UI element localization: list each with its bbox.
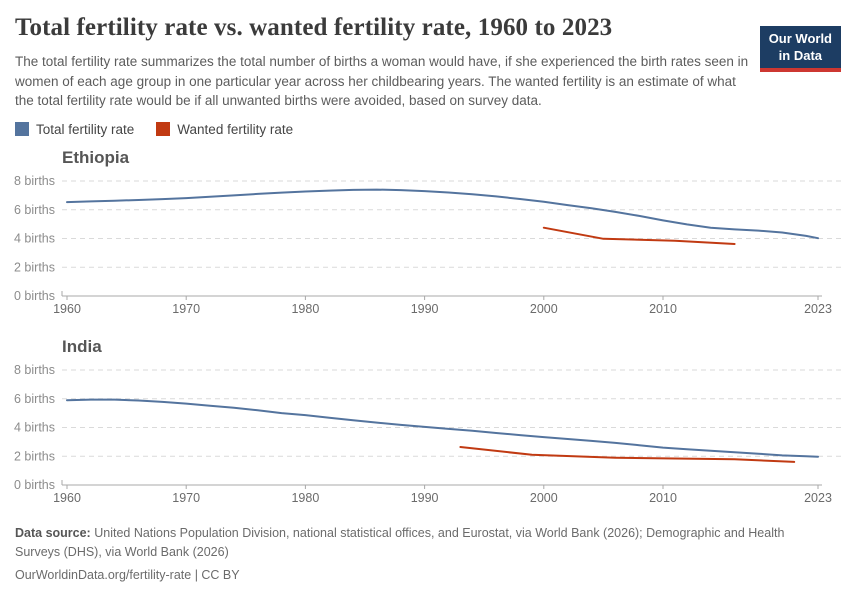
x-axis-label: 1990 [411, 491, 439, 505]
legend-item-total-fertility-rate: Total fertility rate [15, 122, 134, 137]
y-axis-label: 0 births [14, 478, 55, 492]
x-axis-label: 2023 [804, 302, 832, 316]
chart-footer: Data source: United Nations Population D… [15, 524, 835, 585]
x-axis-label: 2010 [649, 302, 677, 316]
x-axis-label: 2000 [530, 491, 558, 505]
legend-swatch-red [156, 122, 171, 137]
series-line-wanted-fertility-rate [459, 445, 796, 463]
legend-swatch-blue [15, 122, 29, 137]
y-axis-label: 6 births [14, 203, 55, 217]
x-axis-label: 1960 [53, 491, 81, 505]
line-chart-india: 1960 1970 1980 1990 2000 2010 2023 0 births 2 bi… [14, 363, 842, 505]
owid-logo-line1: Our World [768, 31, 832, 46]
y-axis-label: 6 births [14, 392, 55, 406]
legend-label: Total fertility rate [36, 121, 135, 137]
chart-subtitle: The total fertility rate summarizes the … [15, 54, 749, 109]
x-axis-label: 1970 [172, 302, 200, 316]
owid-logo-line2: in Data [778, 47, 823, 63]
y-axis-label: 2 births [14, 260, 55, 274]
y-axis-label: 2 births [14, 449, 55, 463]
x-axis-label: 1970 [172, 491, 200, 505]
panel-title-ethiopia: Ethiopia [62, 147, 130, 167]
panel-ethiopia: Ethiopia 1960 1970 1980 1990 2000 2010 2023 0 b… [0, 147, 850, 323]
y-axis-label: 8 births [14, 363, 55, 377]
data-source-text: United Nations Population Division, nati… [15, 525, 785, 559]
y-axis-label: 0 births [14, 289, 55, 303]
line-chart-ethiopia: 1960 1970 1980 1990 2000 2010 2023 0 births 2 bi… [14, 174, 842, 316]
chart-container: Total fertility rate vs. wanted fertilit… [0, 14, 850, 614]
y-axis-label: 4 births [14, 420, 55, 434]
x-axis-label: 1980 [291, 302, 319, 316]
series-line-total-fertility-rate [66, 398, 819, 458]
x-axis-label: 2010 [649, 491, 677, 505]
data-source-line: Data source: United Nations Population D… [15, 524, 827, 562]
legend-item-wanted-fertility-rate: Wanted fertility rate [156, 122, 293, 137]
legend-label: Wanted fertility rate [177, 121, 294, 137]
series-line-wanted-fertility-rate [542, 226, 736, 245]
series-line-total-fertility-rate [66, 188, 819, 239]
x-axis-label: 2023 [804, 491, 832, 505]
panel-india: India 1960 1970 1980 1990 2000 2010 2023 0 birt… [0, 336, 850, 512]
panel-title-india: India [62, 336, 102, 356]
x-axis-label: 1990 [411, 302, 439, 316]
data-source-label: Data source: [15, 525, 91, 540]
y-axis-label: 8 births [14, 174, 55, 188]
x-axis-label: 1980 [291, 491, 319, 505]
legend: Total fertility rate Wanted fertility ra… [15, 122, 850, 137]
x-axis-label: 2000 [530, 302, 558, 316]
y-axis-label: 4 births [14, 231, 55, 245]
x-axis-label: 1960 [53, 302, 81, 316]
owid-logo: Our World in Data [759, 26, 841, 72]
license-line: OurWorldinData.org/fertility-rate | CC B… [15, 568, 240, 583]
page-title: Total fertility rate vs. wanted fertilit… [15, 14, 613, 41]
